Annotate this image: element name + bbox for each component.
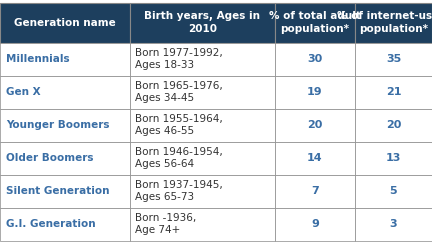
Text: Generation name: Generation name (14, 17, 116, 27)
Text: % of total adult
population*: % of total adult population* (269, 11, 361, 34)
Bar (275, 109, 355, 141)
Text: % of internet-using
population*: % of internet-using population* (337, 11, 432, 34)
Text: 30: 30 (308, 54, 323, 64)
Bar (0, 2, 130, 43)
Text: 14: 14 (307, 153, 323, 163)
Text: Younger Boomers: Younger Boomers (6, 120, 109, 130)
Bar (0, 208, 130, 241)
Text: 7: 7 (311, 186, 319, 196)
Text: 13: 13 (386, 153, 401, 163)
Bar (0, 174, 130, 208)
Text: Older Boomers: Older Boomers (6, 153, 93, 163)
Bar (130, 141, 275, 174)
Text: 5: 5 (390, 186, 397, 196)
Bar (275, 208, 355, 241)
Text: Birth years, Ages in
2010: Birth years, Ages in 2010 (144, 11, 260, 34)
Bar (275, 174, 355, 208)
Bar (275, 76, 355, 109)
Text: Born 1937-1945,
Ages 65-73: Born 1937-1945, Ages 65-73 (135, 180, 223, 202)
Text: Born 1946-1954,
Ages 56-64: Born 1946-1954, Ages 56-64 (135, 147, 223, 169)
Text: 21: 21 (386, 87, 401, 97)
Text: G.I. Generation: G.I. Generation (6, 219, 95, 229)
Text: 20: 20 (307, 120, 323, 130)
Bar (275, 2, 355, 43)
Text: Born 1965-1976,
Ages 34-45: Born 1965-1976, Ages 34-45 (135, 81, 223, 103)
Bar (0, 109, 130, 141)
Bar (0, 76, 130, 109)
Bar (355, 2, 432, 43)
Bar (275, 43, 355, 76)
Text: 20: 20 (386, 120, 401, 130)
Text: 35: 35 (386, 54, 401, 64)
Bar (355, 109, 432, 141)
Text: Born 1977-1992,
Ages 18-33: Born 1977-1992, Ages 18-33 (135, 48, 223, 70)
Bar (130, 109, 275, 141)
Bar (0, 141, 130, 174)
Bar (130, 174, 275, 208)
Text: 9: 9 (311, 219, 319, 229)
Bar (0, 43, 130, 76)
Bar (355, 174, 432, 208)
Bar (355, 43, 432, 76)
Bar (130, 208, 275, 241)
Bar (355, 208, 432, 241)
Bar (130, 43, 275, 76)
Bar (355, 76, 432, 109)
Text: Born 1955-1964,
Ages 46-55: Born 1955-1964, Ages 46-55 (135, 114, 223, 136)
Bar (275, 141, 355, 174)
Text: Born -1936,
Age 74+: Born -1936, Age 74+ (135, 213, 196, 235)
Text: Silent Generation: Silent Generation (6, 186, 109, 196)
Text: 3: 3 (390, 219, 397, 229)
Text: Gen X: Gen X (6, 87, 41, 97)
Bar (130, 76, 275, 109)
Bar (355, 141, 432, 174)
Text: Millennials: Millennials (6, 54, 70, 64)
Bar (130, 2, 275, 43)
Text: 19: 19 (307, 87, 323, 97)
